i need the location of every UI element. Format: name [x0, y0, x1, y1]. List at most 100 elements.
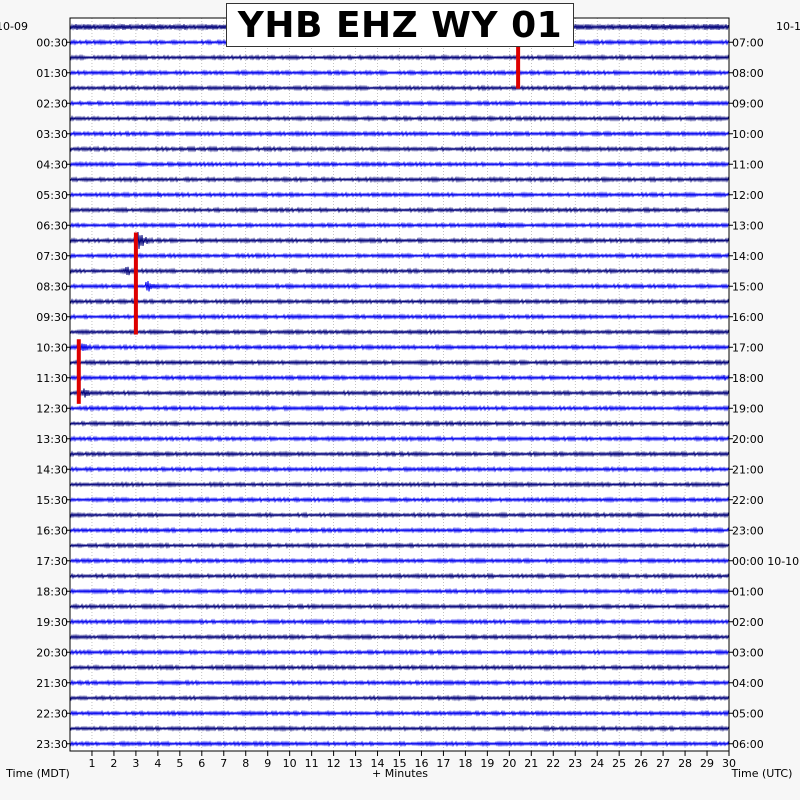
right-tick-label: 03:00 — [732, 646, 764, 659]
trace-line — [69, 206, 730, 214]
right-tick-label: 15:00 — [732, 280, 764, 293]
seismic-traces — [69, 23, 730, 748]
left-tick-label: 22:30 — [36, 707, 68, 720]
x-tick-label: 15 — [393, 757, 407, 770]
clipped-event-marker — [133, 232, 138, 335]
x-tick-label: 30 — [722, 757, 736, 770]
x-tick-label: 5 — [176, 757, 183, 770]
left-tick-label: 19:30 — [36, 616, 68, 629]
trace-line — [69, 694, 730, 702]
left-tick-label: 03:30 — [36, 128, 68, 141]
x-axis-ticks: 1 2 3 4 5 6 7 8 9 10 11 12 13 14 15 16 17 18 19 20 21 22 23 24 2… — [88, 751, 736, 770]
trace-line — [69, 496, 730, 504]
trace-line — [69, 343, 730, 352]
x-tick-label: 12 — [327, 757, 341, 770]
trace-line — [69, 252, 730, 260]
x-tick-label: 8 — [242, 757, 249, 770]
right-tick-label: 20:00 — [732, 433, 764, 446]
x-tick-label: 7 — [220, 757, 227, 770]
trace-line — [69, 709, 730, 717]
trace-line — [69, 160, 730, 168]
x-tick-label: 3 — [132, 757, 139, 770]
trace-line — [69, 313, 730, 321]
left-tick-label: 21:30 — [36, 677, 68, 690]
left-tick-label: 00:30 — [36, 36, 68, 49]
trace-line — [69, 175, 730, 184]
trace-line — [69, 231, 730, 250]
right-tick-label: 12:00 — [732, 189, 764, 202]
left-tick-label: 09:30 — [36, 311, 68, 324]
right-axis-ticks: 07:00 08:00 09:00 10:00 11:00 12:00 13:00 14:00… — [729, 36, 799, 751]
trace-line — [69, 587, 730, 595]
left-tick-label: 14:30 — [36, 463, 68, 476]
right-tick-label: 05:00 — [732, 707, 764, 720]
trace-line — [69, 297, 730, 306]
trace-line — [69, 280, 730, 292]
left-tick-label: 13:30 — [36, 433, 68, 446]
right-tick-label: 19:00 — [732, 402, 764, 415]
date-left-label: 10-09 — [0, 20, 28, 33]
trace-line — [69, 358, 730, 367]
x-tick-label: 21 — [524, 757, 538, 770]
left-axis-ticks: 00:30 01:30 02:30 03:30 04:30 05:30 06:30 07:30… — [36, 36, 70, 751]
trace-line — [69, 663, 730, 672]
date-right-label: 10-10 — [776, 20, 800, 33]
trace-line — [69, 404, 730, 412]
right-tick-label: 23:00 — [732, 524, 764, 537]
trace-line — [69, 633, 730, 641]
x-tick-label: 4 — [154, 757, 161, 770]
x-tick-label: 1 — [88, 757, 95, 770]
trace-line — [69, 266, 730, 276]
left-tick-label: 04:30 — [36, 158, 68, 171]
x-tick-label: 18 — [458, 757, 472, 770]
left-tick-label: 05:30 — [36, 189, 68, 202]
left-tick-label: 08:30 — [36, 280, 68, 293]
x-tick-label: 29 — [700, 757, 714, 770]
left-tick-label: 12:30 — [36, 402, 68, 415]
right-tick-label: 10:00 — [732, 128, 764, 141]
x-tick-label: 24 — [590, 757, 604, 770]
x-tick-label: 23 — [568, 757, 582, 770]
trace-line — [69, 572, 730, 580]
left-tick-label: 10:30 — [36, 341, 68, 354]
left-tick-label: 23:30 — [36, 738, 68, 751]
right-tick-label: 17:00 — [732, 341, 764, 354]
trace-line — [69, 648, 730, 656]
minute-gridlines — [91, 18, 708, 751]
x-tick-label: 19 — [480, 757, 494, 770]
trace-line — [69, 435, 730, 443]
trace-line — [69, 374, 730, 382]
right-tick-label: 06:00 — [732, 738, 764, 751]
left-tick-label: 06:30 — [36, 219, 68, 232]
right-tick-label: 08:00 — [732, 67, 764, 80]
right-tick-label: 02:00 — [732, 616, 764, 629]
right-axis-label: Time (UTC) — [731, 767, 793, 780]
right-tick-label: 14:00 — [732, 250, 764, 263]
clipped-event-marker — [516, 34, 521, 89]
trace-line — [69, 99, 730, 107]
right-tick-label: 00:00 10-10 — [732, 555, 799, 568]
x-tick-label: 10 — [283, 757, 297, 770]
x-tick-label: 27 — [656, 757, 670, 770]
left-tick-label: 02:30 — [36, 97, 68, 110]
trace-line — [69, 221, 730, 229]
left-tick-label: 07:30 — [36, 250, 68, 263]
left-tick-label: 01:30 — [36, 67, 68, 80]
trace-line — [69, 618, 730, 626]
x-tick-label: 20 — [502, 757, 516, 770]
trace-line — [69, 465, 730, 473]
left-tick-label: 15:30 — [36, 494, 68, 507]
right-tick-label: 01:00 — [732, 585, 764, 598]
right-tick-label: 09:00 — [732, 97, 764, 110]
left-tick-label: 20:30 — [36, 646, 68, 659]
trace-line — [69, 541, 730, 550]
right-tick-label: 22:00 — [732, 494, 764, 507]
x-tick-label: 16 — [414, 757, 428, 770]
x-tick-label: 9 — [264, 757, 271, 770]
trace-line — [69, 84, 730, 92]
trace-line — [69, 602, 730, 611]
x-tick-label: 22 — [546, 757, 560, 770]
trace-line — [69, 557, 730, 565]
trace-line — [69, 740, 730, 748]
